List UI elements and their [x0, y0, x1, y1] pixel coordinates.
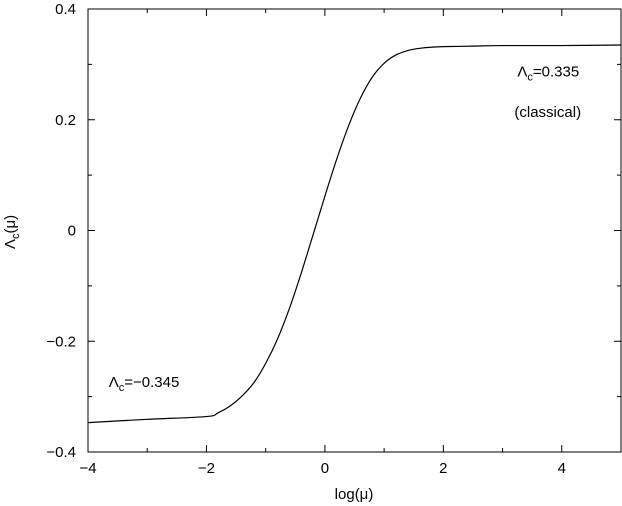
x-tick-label: 0 [321, 460, 329, 477]
y-tick-label: 0.2 [55, 112, 76, 129]
annotation-value: =−0.345 [124, 374, 179, 391]
x-tick-label: 4 [558, 460, 566, 477]
axis-ticks [87, 8, 622, 453]
y-tick-label: 0 [68, 223, 76, 240]
annotation-left: Λc=−0.345 [109, 374, 180, 394]
x-tick-label: −4 [79, 460, 96, 477]
annotation-subscript: c [527, 72, 533, 84]
x-axis-label: log(μ) [335, 486, 374, 503]
x-tick-label: −2 [198, 460, 215, 477]
annotation-right-note: (classical) [514, 104, 581, 121]
y-tick-label: 0.4 [55, 1, 76, 18]
y-axis-label: Λc(μ) [2, 215, 22, 249]
y-axis-label-subscript: c [10, 233, 22, 239]
y-axis-label-tail: (μ) [2, 215, 19, 234]
annotation-subscript: c [119, 382, 125, 394]
y-axis-label-symbol: Λ [2, 239, 19, 249]
series-line [87, 44, 622, 424]
series-group [87, 44, 622, 424]
y-tick-label: −0.4 [46, 444, 76, 461]
annotation-value: =0.335 [533, 64, 579, 81]
axis-tick-labels: −4 −2 0 2 4 −0.4 −0.2 0 0.2 0.4 [46, 1, 566, 477]
annotation-symbol: Λ [517, 64, 527, 81]
annotation-symbol: Λ [109, 374, 119, 391]
x-tick-label: 2 [439, 460, 447, 477]
annotation-right: Λc=0.335 [517, 64, 579, 84]
y-tick-label: −0.2 [46, 333, 76, 350]
